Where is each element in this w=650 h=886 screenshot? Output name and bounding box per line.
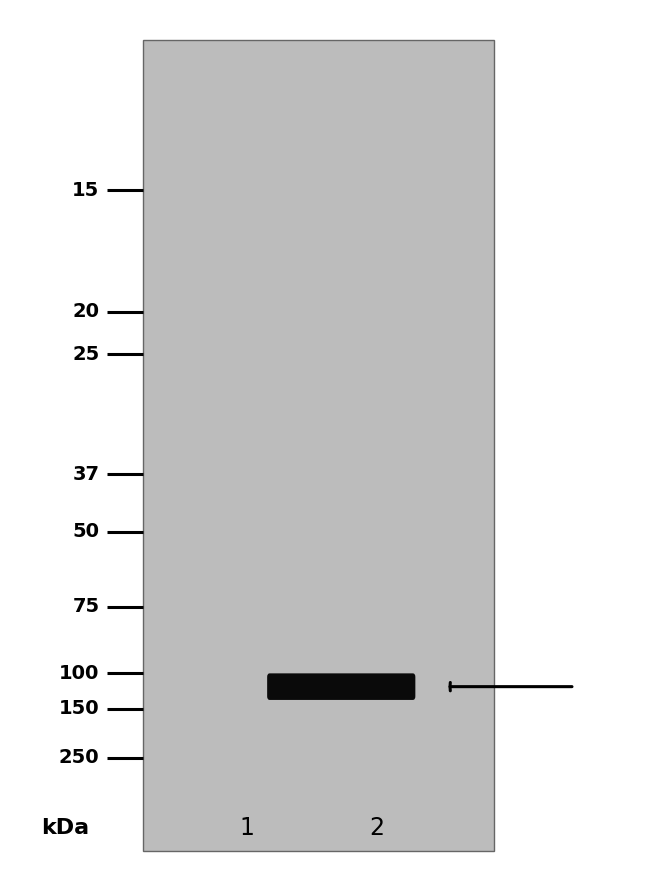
Text: 1: 1 bbox=[240, 816, 254, 841]
Text: 50: 50 bbox=[72, 522, 99, 541]
Text: 250: 250 bbox=[59, 748, 99, 767]
Bar bbox=[143, 40, 494, 851]
Text: 150: 150 bbox=[59, 699, 99, 719]
Text: kDa: kDa bbox=[41, 819, 89, 838]
Text: 2: 2 bbox=[369, 816, 385, 841]
Text: 15: 15 bbox=[72, 181, 99, 200]
Text: 37: 37 bbox=[72, 464, 99, 484]
FancyBboxPatch shape bbox=[267, 673, 415, 700]
Text: 20: 20 bbox=[72, 302, 99, 322]
Text: 75: 75 bbox=[72, 597, 99, 617]
Text: 100: 100 bbox=[59, 664, 99, 683]
Text: 25: 25 bbox=[72, 345, 99, 364]
